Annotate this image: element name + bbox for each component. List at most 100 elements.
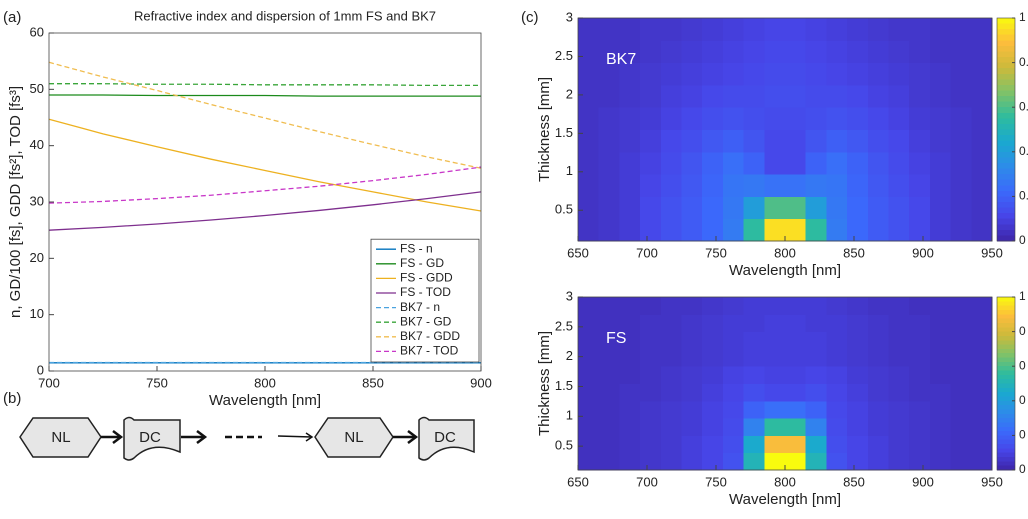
- heatmap-cell: [598, 297, 620, 315]
- x-tick-label: 850: [362, 375, 384, 390]
- heatmap-cell: [971, 151, 993, 175]
- heatmap-cell: [722, 129, 745, 153]
- heatmap-cell: [619, 40, 641, 64]
- heatmap-cell: [743, 18, 765, 41]
- heatmap-cell: [929, 107, 952, 130]
- colorbar-step: [997, 185, 1015, 192]
- heatmap-cell: [847, 383, 869, 402]
- panel-label: (c): [521, 9, 539, 26]
- heatmap-cell: [847, 107, 869, 130]
- colorbar-step: [997, 62, 1015, 69]
- colorbar-step: [997, 84, 1015, 91]
- y-tick-label: 50: [30, 81, 44, 96]
- heatmap-cell: [929, 435, 952, 454]
- heatmap-cell: [867, 218, 889, 242]
- heatmap-cell: [681, 435, 703, 454]
- colorbar-step: [997, 383, 1015, 389]
- heatmap-cell: [743, 107, 765, 130]
- colorbar-tick-label: 1: [1019, 289, 1026, 303]
- heatmap-cell: [826, 331, 848, 350]
- heatmap-cell: [743, 366, 765, 384]
- heatmap-cell: [598, 84, 620, 108]
- colorbar-step: [997, 96, 1015, 103]
- heatmap-cell: [929, 331, 952, 350]
- heatmap-cell: [847, 151, 869, 175]
- colorbar-step: [997, 218, 1015, 225]
- colorbar-step: [997, 112, 1015, 119]
- legend-label: BK7 - GD: [400, 314, 452, 328]
- heatmap-cell: [867, 331, 889, 350]
- heatmap-cell: [578, 331, 600, 350]
- heatmap-cell: [888, 331, 910, 350]
- heatmap-cell: [619, 383, 641, 402]
- heatmap-cell: [909, 314, 931, 333]
- heatmap-cell: [950, 62, 972, 86]
- heatmap-cell: [867, 129, 889, 153]
- heatmap-cell: [909, 62, 931, 86]
- heatmap-cell: [929, 348, 952, 367]
- heatmap-cell: [578, 18, 600, 41]
- x-tick-label: 650: [567, 474, 589, 489]
- heatmap-cell: [929, 129, 952, 153]
- arrows: [101, 430, 419, 444]
- arrow: [277, 435, 313, 438]
- heatmap-cell: [826, 348, 848, 367]
- heatmap-cell: [681, 218, 703, 242]
- heatmap-cell: [764, 331, 786, 350]
- heatmap-cell: [660, 314, 682, 333]
- heatmap-cell: [826, 129, 848, 153]
- y-tick-label: 1: [566, 163, 573, 178]
- heatmap-cell: [743, 331, 765, 350]
- colorbar-tick-label: 1: [1019, 10, 1026, 24]
- heatmap-cell: [640, 107, 662, 130]
- heatmap-cell: [785, 107, 807, 130]
- colorbar-step: [997, 392, 1015, 397]
- heatmap-cell: [950, 297, 972, 315]
- heatmap-cell: [847, 314, 869, 333]
- heatmap-cell: [640, 435, 662, 454]
- heatmap-cell: [950, 107, 972, 130]
- heatmap-cell: [764, 348, 786, 367]
- heatmap-cell: [826, 151, 848, 175]
- heatmap-cell: [660, 18, 682, 41]
- heatmap-cell: [805, 196, 827, 220]
- heatmap: [578, 18, 993, 242]
- heatmap-cell: [826, 62, 848, 86]
- x-tick-label: 800: [774, 474, 796, 489]
- heatmap-cell: [785, 174, 807, 197]
- heatmap-cell: [598, 174, 620, 197]
- heatmap-cell: [640, 366, 662, 384]
- heatmap-cell: [619, 435, 641, 454]
- heatmap-cell: [681, 418, 703, 436]
- heatmap-cell: [867, 452, 889, 471]
- heatmap-cell: [722, 331, 745, 350]
- colorbar-step: [997, 29, 1015, 36]
- colorbar-step: [997, 418, 1015, 423]
- heatmap-cell: [929, 366, 952, 384]
- heatmap-cell: [619, 18, 641, 41]
- heatmap-cell: [847, 129, 869, 153]
- heatmap-cell: [888, 435, 910, 454]
- heatmap-cell: [660, 129, 682, 153]
- heatmap-cell: [826, 435, 848, 454]
- heatmap-cell: [764, 452, 786, 471]
- heatmap-cell: [929, 40, 952, 64]
- colorbar-step: [997, 318, 1015, 324]
- colorbar-step: [997, 18, 1015, 25]
- colorbar-step: [997, 168, 1015, 175]
- heatmap-cell: [867, 418, 889, 436]
- heatmap-cell: [598, 348, 620, 367]
- heatmap-cell: [805, 331, 827, 350]
- heatmap-cell: [681, 383, 703, 402]
- heatmap-cell: [847, 348, 869, 367]
- heatmap-cell: [971, 383, 993, 402]
- colorbar-tick-label: 0.: [1019, 189, 1028, 203]
- heatmap-cell: [847, 196, 869, 220]
- heatmap-cell: [971, 348, 993, 367]
- heatmap-cell: [743, 400, 765, 419]
- heatmap-cell: [764, 366, 786, 384]
- colorbar-step: [997, 179, 1015, 186]
- heatmap-cell: [722, 297, 745, 315]
- y-axis-label: Thickness [mm]: [536, 331, 553, 436]
- heatmap-cell: [785, 452, 807, 471]
